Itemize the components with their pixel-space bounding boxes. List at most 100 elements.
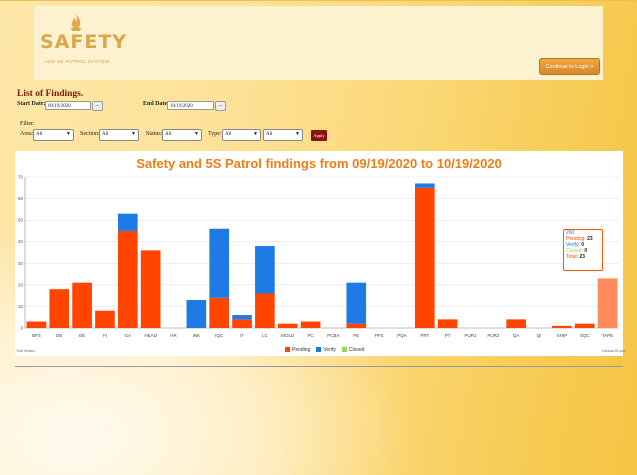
status-label: Status:: [146, 131, 163, 137]
bar-pending[interactable]: [506, 319, 527, 328]
bar-pending[interactable]: [255, 293, 275, 328]
safety-logo: SAFETY AND 5S PATROL SYSTEM: [38, 13, 128, 71]
status-select-value: All: [165, 132, 172, 137]
tooltip-pending-value: 23: [587, 235, 593, 242]
subtype-select[interactable]: All ▼: [263, 129, 303, 141]
bar-verify[interactable]: [232, 315, 252, 320]
chart-panel: Safety and 5S Patrol findings from 09/19…: [15, 151, 623, 356]
y-tick-label: 0: [20, 326, 23, 331]
type-label: Type:: [208, 131, 222, 137]
bar-verify[interactable]: [346, 282, 367, 324]
bar-pending[interactable]: [26, 321, 47, 328]
tooltip-total: Total: 23: [566, 253, 600, 261]
bar-pending[interactable]: [140, 250, 161, 328]
start-date-picker-button[interactable]: ...: [92, 101, 103, 111]
x-tick-label: IQC: [215, 333, 224, 338]
legend-label-verify: Verify: [323, 347, 336, 353]
bar-verify[interactable]: [209, 228, 230, 298]
findings-bar-chart[interactable]: 0 10 20 30 40 50 60 70 BFS DE EE FI GA HEAD HR INK IQC IT…: [15, 151, 623, 356]
legend-label-pending: Pending: [292, 347, 311, 353]
header-banner: [34, 6, 603, 80]
x-tick-label: PCBA: [327, 333, 339, 338]
x-tick-label: BFS: [32, 333, 41, 338]
x-tick-label: PQA: [397, 333, 407, 338]
end-date-label: End Date:: [143, 101, 170, 107]
x-tick-label: TAPE: [602, 333, 613, 338]
chart-legend: Pending Verify Closed: [285, 347, 364, 353]
continue-to-login-button[interactable]: Continue to Login >: [539, 58, 600, 75]
end-date-input[interactable]: 10/19/2020: [167, 101, 214, 110]
bar-pending[interactable]: [277, 323, 298, 328]
bar-pending[interactable]: [117, 230, 138, 328]
legend-item-pending[interactable]: Pending: [285, 347, 310, 353]
apply-button[interactable]: Apply: [311, 130, 327, 141]
bar-pending[interactable]: [552, 325, 572, 328]
legend-item-verify[interactable]: Verify: [316, 347, 336, 353]
bar-verify[interactable]: [414, 183, 435, 188]
logo-title: SAFETY: [40, 31, 128, 53]
bar-pending[interactable]: [574, 323, 595, 328]
tooltip-total-label: Total:: [566, 253, 578, 260]
y-tick-label: 10: [18, 304, 24, 309]
area-select[interactable]: All ▼: [33, 129, 74, 141]
tooltip-category: 260: [566, 230, 575, 236]
x-tick-label: LC: [262, 333, 269, 338]
tooltip-pending-label: Pending:: [566, 235, 586, 242]
chevron-down-icon: ▼: [194, 132, 199, 137]
tooltip-verify: Verify: 0: [566, 241, 600, 249]
chart-title: Safety and 5S Patrol findings from 09/19…: [136, 156, 502, 171]
status-select[interactable]: All ▼: [162, 129, 202, 141]
tooltip-verify-label: Verify:: [566, 241, 580, 248]
flame-icon: [71, 14, 81, 31]
filter-label: Filter:: [20, 121, 35, 127]
legend-swatch-pending: [285, 347, 290, 352]
x-tick-label: QA: [513, 333, 520, 338]
legend-item-closed[interactable]: Closed: [341, 347, 364, 353]
bar-pending[interactable]: [209, 297, 230, 328]
x-tick-label: GA: [125, 333, 132, 338]
page-title: List of Findings.: [17, 89, 84, 99]
type-select[interactable]: All ▼: [222, 129, 261, 141]
x-tick-label: EE: [79, 333, 85, 338]
logo-subtitle: AND 5S PATROL SYSTEM: [44, 59, 110, 64]
x-tick-label: SHIP: [557, 333, 568, 338]
bar-pending[interactable]: [95, 310, 115, 328]
x-tick-label: HEAD: [144, 333, 157, 338]
x-tick-label: PUR2: [487, 333, 500, 338]
trial-version-label: Trial Version: [16, 349, 36, 353]
x-tick-label: PRT: [420, 333, 429, 338]
y-tick-label: 50: [18, 218, 24, 223]
bar-pending[interactable]: [346, 323, 367, 328]
bar-verify[interactable]: [117, 213, 138, 231]
x-tick-label: SQC: [580, 333, 591, 338]
bar-pending[interactable]: [597, 278, 618, 328]
bar-pending[interactable]: [437, 319, 458, 328]
bottom-divider: [15, 366, 623, 367]
start-date-input[interactable]: 09/19/2020: [45, 101, 91, 110]
area-select-value: All: [36, 132, 43, 137]
type-select-value: All: [225, 132, 232, 137]
x-tick-label: QI: [537, 333, 542, 338]
end-date-picker-button[interactable]: ...: [215, 101, 226, 111]
bar-verify[interactable]: [186, 299, 207, 328]
bar-pending[interactable]: [414, 187, 435, 328]
bar-verify[interactable]: [255, 246, 275, 294]
section-select-value: All: [102, 132, 109, 137]
section-select[interactable]: All ▼: [99, 129, 139, 141]
x-tick-label: PFS: [375, 333, 384, 338]
x-tick-label: HR: [170, 333, 177, 338]
bar-pending[interactable]: [300, 321, 321, 328]
bar-pending[interactable]: [232, 319, 252, 328]
legend-swatch-verify: [316, 347, 322, 352]
section-label: Section:: [80, 131, 100, 137]
tooltip-closed: Closed: 0: [566, 247, 600, 255]
y-tick-label: 20: [18, 282, 24, 287]
y-tick-label: 30: [18, 261, 24, 266]
chevron-down-icon: ▼: [253, 132, 258, 137]
canvasjs-credit[interactable]: CanvasJS.com: [602, 349, 626, 353]
x-tick-label: PC: [307, 333, 314, 338]
bar-pending[interactable]: [72, 282, 92, 328]
tooltip-closed-value: 0: [584, 247, 588, 254]
bar-pending[interactable]: [49, 289, 70, 328]
top-divider: [0, 0, 637, 1]
